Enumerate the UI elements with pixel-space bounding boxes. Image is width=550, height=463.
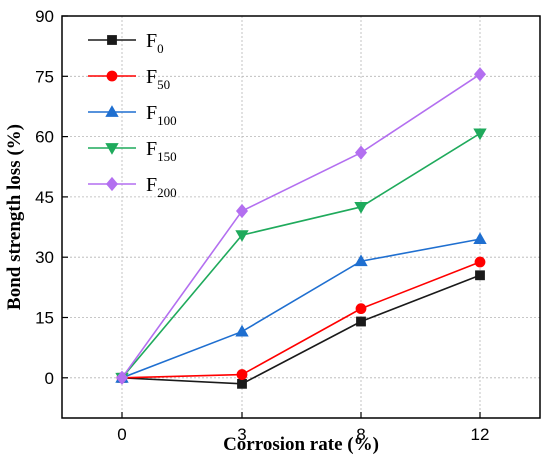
data-point xyxy=(235,203,249,219)
legend-marker xyxy=(106,70,118,82)
legend-label: F50 xyxy=(146,66,170,92)
legend-label-subscript: 200 xyxy=(157,185,177,200)
data-point xyxy=(473,67,487,82)
series-line xyxy=(121,238,481,379)
legend-item: F50 xyxy=(88,66,170,92)
data-point xyxy=(115,370,129,385)
legend-label-subscript: 0 xyxy=(157,41,164,56)
legend-label: F150 xyxy=(146,138,177,164)
data-point xyxy=(474,256,486,268)
legend-label-subscript: 50 xyxy=(157,77,170,92)
y-tick-label: 75 xyxy=(35,67,54,86)
y-tick-label: 90 xyxy=(35,7,54,26)
series-f0 xyxy=(117,270,485,389)
data-point xyxy=(354,254,368,267)
series-line xyxy=(121,274,481,385)
legend-item: F0 xyxy=(88,30,164,56)
legend-marker xyxy=(107,35,117,45)
legend-label: F200 xyxy=(146,174,177,200)
y-tick-label: 60 xyxy=(35,128,54,147)
x-tick-label: 12 xyxy=(471,425,490,444)
legend-label: F0 xyxy=(146,30,164,56)
data-point xyxy=(356,316,366,327)
series-line xyxy=(121,132,481,379)
series-line xyxy=(121,73,481,379)
y-axis-title: Bond strength loss (%) xyxy=(4,124,25,310)
x-axis-title: Corrosion rate (%) xyxy=(223,434,379,455)
data-point xyxy=(355,303,367,315)
legend-label: F100 xyxy=(146,102,177,128)
series-layer xyxy=(115,67,487,389)
data-point xyxy=(236,369,248,380)
legend-marker xyxy=(105,176,119,192)
legend: F0 F50 F100 F150 F200 xyxy=(88,30,177,200)
plot-frame xyxy=(61,15,541,419)
data-point xyxy=(475,270,485,281)
x-tick-label: 0 xyxy=(117,425,126,444)
legend-item: F100 xyxy=(88,102,177,128)
axis-ticks: 0 15 30 45 60 75 90 0 3 8 12 xyxy=(35,7,489,444)
series-f200 xyxy=(115,67,487,385)
series-f150 xyxy=(115,128,487,385)
legend-item: F200 xyxy=(88,174,177,200)
legend-item: F150 xyxy=(88,138,177,164)
data-point xyxy=(354,145,368,160)
data-point xyxy=(354,202,368,214)
data-point xyxy=(235,324,249,337)
data-point xyxy=(235,230,249,242)
data-point xyxy=(237,378,247,389)
data-point xyxy=(473,232,487,245)
legend-label-subscript: 100 xyxy=(157,113,177,128)
y-tick-label: 30 xyxy=(35,248,54,267)
legend-label-subscript: 150 xyxy=(157,149,177,164)
series-line xyxy=(121,261,481,379)
x-tick-label: 8 xyxy=(356,425,365,444)
y-tick-label: 15 xyxy=(35,309,54,328)
y-tick-label: 45 xyxy=(35,188,54,207)
legend-marker xyxy=(105,105,119,117)
x-tick-label: 3 xyxy=(237,425,246,444)
legend-marker xyxy=(105,143,119,155)
series-f50 xyxy=(116,256,486,384)
data-point xyxy=(473,128,487,141)
y-tick-label: 0 xyxy=(45,369,54,388)
